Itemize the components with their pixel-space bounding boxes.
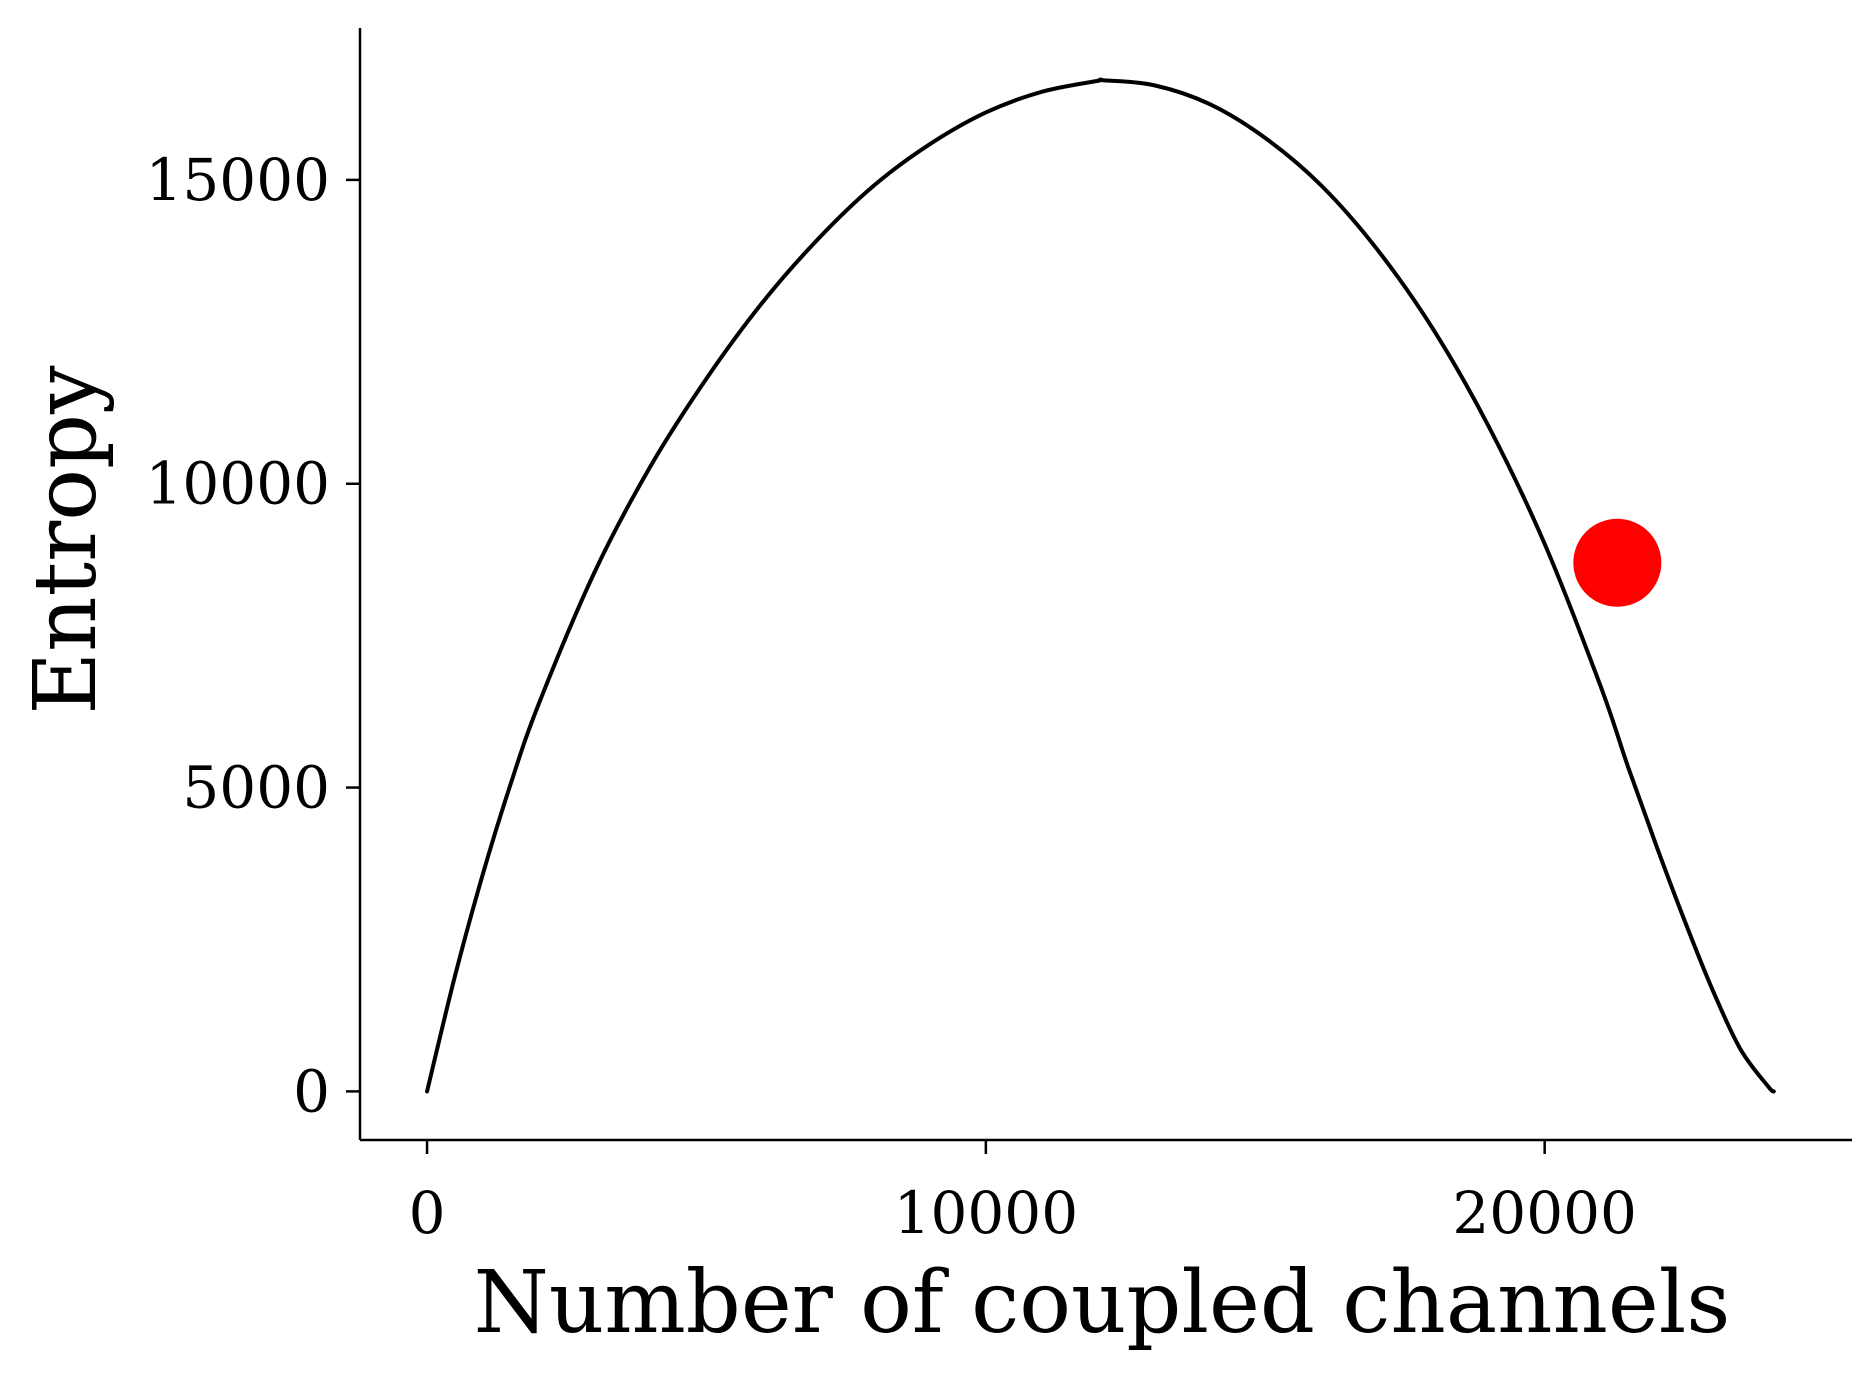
- highlight-point: [1573, 518, 1662, 607]
- chart-axes: 0 10000 20000 0 5000 10000 15000: [145, 28, 1852, 1247]
- x-tick-label: 0: [409, 1179, 446, 1247]
- y-tick-label: 5000: [182, 754, 330, 822]
- y-tick-label: 10000: [145, 450, 330, 518]
- y-tick-label: 0: [293, 1057, 330, 1125]
- chart-highlight-layer: [1573, 518, 1662, 607]
- chart-series-layer: [425, 77, 1776, 1094]
- y-axis-label: Entropy: [16, 365, 116, 715]
- y-tick-label: 15000: [145, 146, 330, 214]
- x-tick-label: 10000: [894, 1179, 1079, 1247]
- x-axis-label: Number of coupled channels: [474, 1253, 1731, 1353]
- x-tick-label: 20000: [1452, 1179, 1637, 1247]
- series-line: [425, 77, 1776, 1094]
